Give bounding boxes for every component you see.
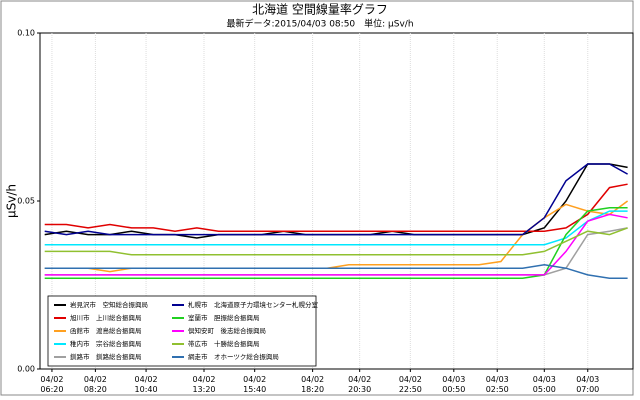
- legend-label: 釧路市 釧路総合振興局: [70, 352, 142, 361]
- y-tick-label: 0.00: [17, 365, 35, 374]
- chart-title: 北海道 空間線量率グラフ: [252, 2, 388, 17]
- y-axis-label: μSv/h: [5, 184, 19, 218]
- legend-box: [47, 295, 317, 367]
- legend-label: 網走市 オホーツク総合振興局: [188, 352, 279, 361]
- x-tick-label: 04/03 07:00: [576, 375, 599, 394]
- legend-label: 岩見沢市 空知総合振興局: [70, 300, 148, 309]
- series-line: [44, 183, 628, 232]
- x-tick-label: 04/03 02:50: [486, 375, 509, 394]
- series-line: [44, 227, 628, 256]
- x-tick-label: 04/02 08:20: [84, 375, 107, 394]
- x-tick-label: 04/02 22:50: [399, 375, 422, 394]
- legend-label: 倶知安町 後志総合振興局: [188, 326, 266, 335]
- legend-label: 帯広市 十勝総合振興局: [188, 339, 260, 348]
- x-tick-label: 04/02 20:30: [348, 375, 371, 394]
- x-tick-label: 04/02 10:40: [135, 375, 158, 394]
- y-tick-label: 0.10: [17, 29, 35, 38]
- series-line: [44, 206, 628, 280]
- x-tick-label: 04/02 18:20: [301, 375, 324, 394]
- y-tick-label: 0.05: [17, 197, 35, 206]
- x-tick-label: 04/02 13:20: [192, 375, 215, 394]
- x-tick-label: 04/03 05:00: [533, 375, 556, 394]
- x-tick-label: 04/03 00:50: [442, 375, 465, 394]
- legend-label: 旭川市 上川総合振興局: [70, 313, 142, 322]
- series-line: [44, 264, 628, 280]
- series-line: [44, 163, 628, 236]
- series-line: [44, 213, 628, 276]
- x-tick-label: 04/02 15:40: [243, 375, 266, 394]
- legend-label: 室蘭市 胆振総合振興局: [188, 313, 260, 322]
- x-tick-label: 04/02 06:20: [40, 375, 63, 394]
- legend-label: 函館市 渡島総合振興局: [70, 326, 142, 335]
- chart-subtitle: 最新データ:2015/04/03 08:50 単位: μSv/h: [226, 18, 413, 30]
- series-line: [44, 210, 628, 246]
- legend-label: 札幌市 北海道原子力環境センター札幌分室: [188, 300, 319, 309]
- legend-label: 稚内市 宗谷総合振興局: [70, 339, 142, 348]
